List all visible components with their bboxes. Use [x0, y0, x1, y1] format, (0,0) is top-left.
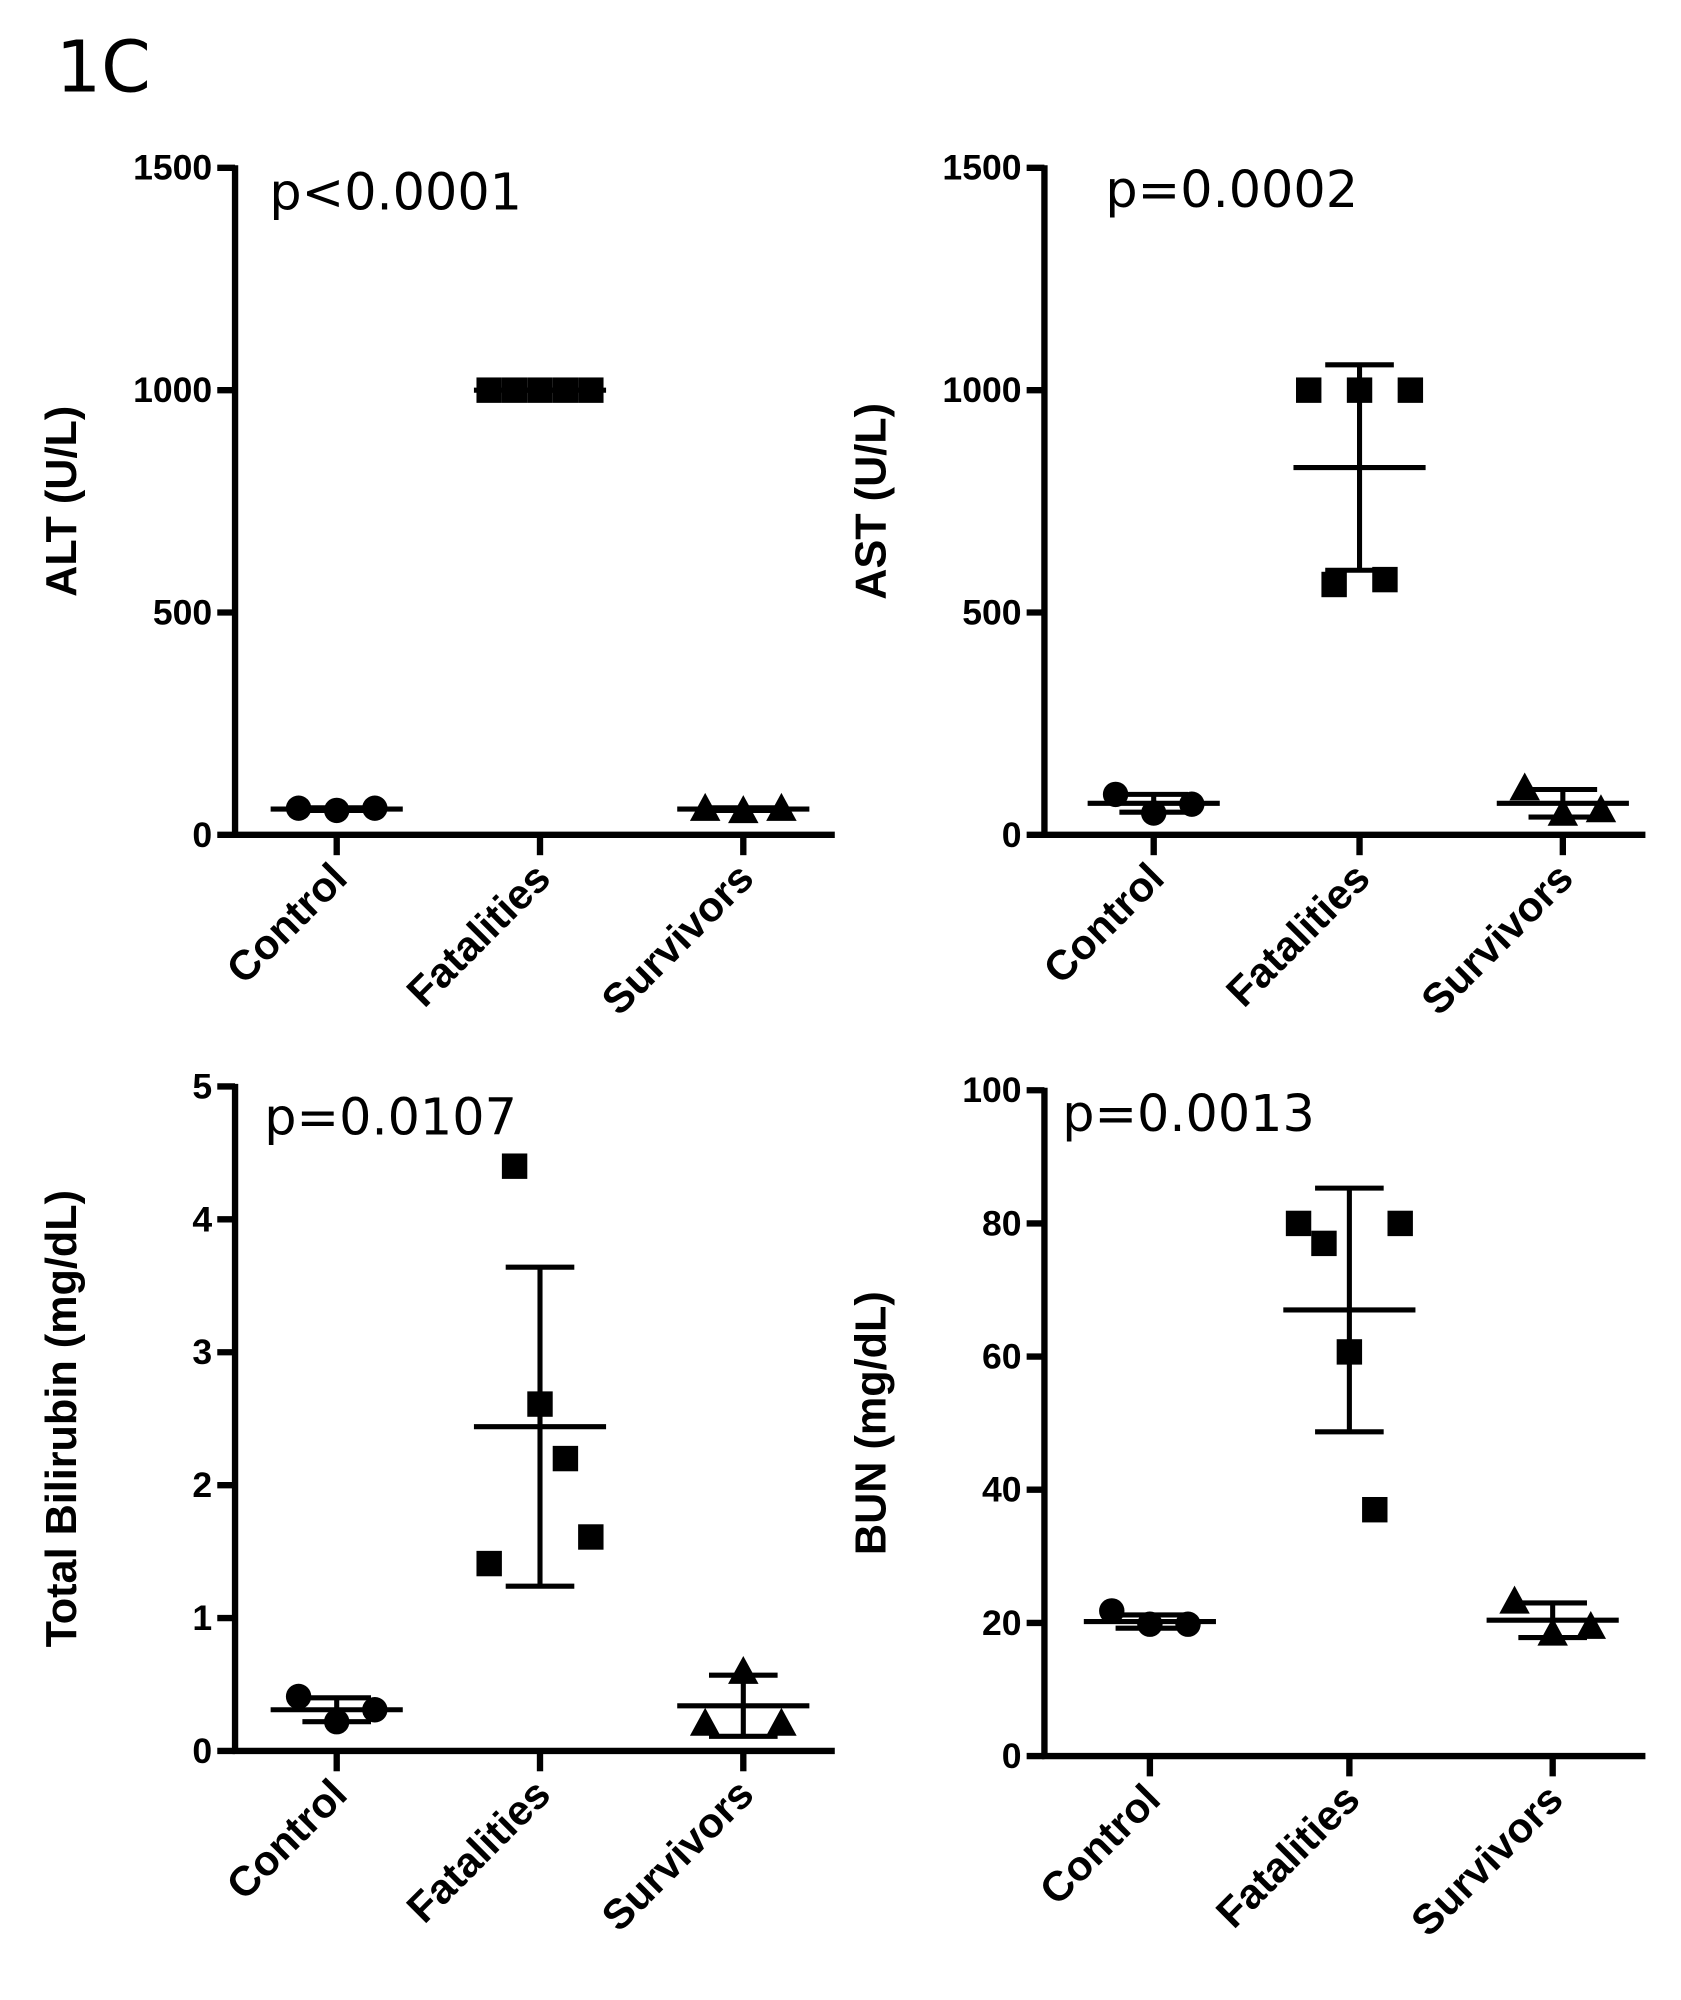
data-point: [285, 1683, 312, 1710]
y-axis-label: ALT (U/L): [38, 406, 86, 597]
data-point: [578, 1524, 604, 1550]
data-point: [1296, 377, 1322, 403]
data-point: [1575, 1610, 1607, 1639]
y-tick-label: 1500: [133, 148, 212, 188]
x-tick-label: Control: [217, 1770, 356, 1909]
data-point: [1362, 1496, 1388, 1523]
x-tick-label: Fatalities: [1207, 1775, 1369, 1937]
y-axis-label: AST (U/L): [848, 403, 896, 600]
y-tick-label: 20: [982, 1603, 1022, 1643]
error-bar: [708, 805, 778, 813]
y-tick-label: 0: [192, 815, 212, 855]
y-tick-label: 1000: [942, 370, 1021, 410]
y-tick-label: 500: [153, 592, 212, 632]
error-bar: [708, 1672, 778, 1739]
error-bar: [1115, 1612, 1185, 1631]
y-tick-label: 500: [962, 592, 1021, 632]
x-tick-label: Control: [1030, 1775, 1169, 1914]
x-tick-label: Survivors: [592, 1770, 762, 1940]
error-bar: [1528, 786, 1598, 820]
y-tick-label: 2: [192, 1465, 212, 1505]
x-tick-label: Fatalities: [397, 1770, 559, 1932]
y-tick-label: 1000: [133, 370, 212, 410]
annotation: p=0.0002: [1105, 160, 1358, 219]
y-tick-label: 3: [192, 1332, 212, 1372]
y-axis-label: BUN (mg/dL): [848, 1291, 896, 1555]
data-point: [1509, 772, 1540, 801]
y-tick-label: 100: [962, 1070, 1021, 1110]
annotation: p=0.0013: [1062, 1084, 1315, 1143]
y-tick-label: 4: [192, 1199, 212, 1239]
error-bar: [505, 1264, 575, 1589]
x-tick-label: Survivors: [1412, 854, 1582, 1024]
error-bar: [1518, 1600, 1587, 1641]
x-tick-label: Survivors: [592, 854, 762, 1024]
data-point: [501, 1153, 528, 1179]
data-point: [1499, 1585, 1530, 1614]
y-tick-label: 60: [982, 1337, 1022, 1377]
y-axis-label: Total Bilirubin (mg/dL): [38, 1190, 86, 1647]
annotation: p<0.0001: [269, 163, 522, 222]
data-point: [1321, 571, 1347, 598]
data-point: [766, 1707, 797, 1736]
y-tick-label: 0: [192, 1731, 212, 1771]
x-tick-label: Fatalities: [397, 854, 559, 1016]
data-point: [1387, 1210, 1413, 1237]
x-tick-label: Control: [217, 854, 356, 993]
data-point: [1397, 377, 1424, 403]
x-tick-label: Survivors: [1402, 1775, 1572, 1945]
y-tick-label: 1: [192, 1598, 212, 1638]
y-tick-label: 0: [1002, 815, 1022, 855]
data-point: [1311, 1230, 1337, 1257]
error-bar: [1315, 1185, 1384, 1435]
annotation: p=0.0107: [264, 1088, 517, 1147]
figure-label: 1C: [56, 26, 151, 109]
data-point: [476, 1550, 502, 1577]
data-point: [1285, 1210, 1312, 1237]
data-point: [552, 1445, 579, 1472]
error-bar: [1325, 362, 1394, 573]
x-tick-label: Control: [1034, 854, 1173, 993]
y-tick-label: 40: [982, 1470, 1022, 1510]
data-point: [689, 1707, 721, 1736]
y-tick-label: 0: [1002, 1736, 1022, 1776]
x-tick-label: Fatalities: [1217, 854, 1379, 1016]
y-tick-label: 5: [192, 1066, 212, 1106]
error-bar: [1119, 791, 1189, 815]
error-bar: [302, 805, 372, 813]
error-bar: [302, 1695, 372, 1725]
y-tick-label: 1500: [942, 148, 1021, 188]
y-tick-label: 80: [982, 1203, 1022, 1243]
